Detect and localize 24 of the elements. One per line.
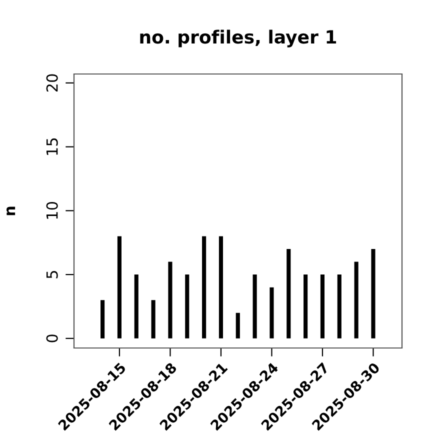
bar: [304, 274, 308, 338]
y-tick-label: 20: [46, 74, 58, 92]
bar: [151, 300, 156, 338]
chart-title: no. profiles, layer 1: [140, 30, 336, 48]
y-tick-label: 0: [46, 334, 58, 342]
y-axis-title: n: [6, 206, 16, 216]
bar: [286, 249, 291, 338]
y-tick-label: 10: [46, 202, 58, 219]
bar: [202, 236, 206, 338]
y-tick-label: 5: [46, 271, 58, 278]
bar: [371, 249, 376, 338]
bar: [168, 262, 172, 338]
bar: [117, 236, 122, 338]
bar: [270, 287, 274, 338]
bar: [236, 312, 240, 338]
bar: [320, 274, 325, 338]
bar: [134, 274, 138, 338]
bar: [354, 262, 358, 338]
bar: [337, 274, 342, 338]
bar: [252, 274, 257, 338]
bar: [218, 236, 224, 338]
bar: [100, 300, 105, 338]
y-tick-label: 15: [46, 138, 58, 155]
bar: [185, 274, 190, 338]
